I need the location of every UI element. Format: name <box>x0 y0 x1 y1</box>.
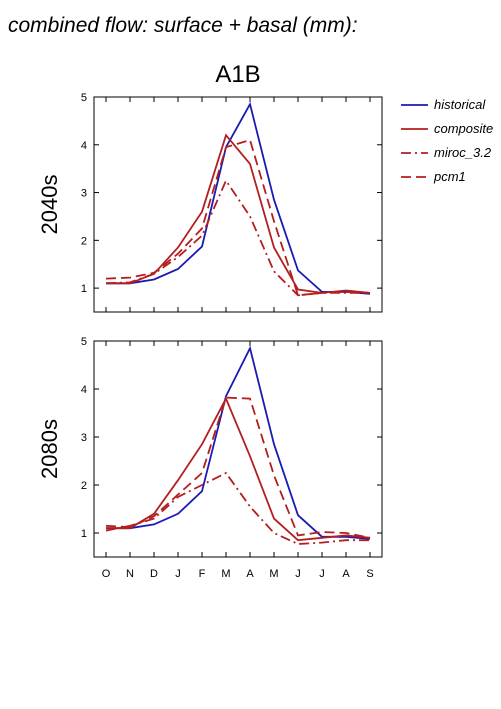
x-tick-label: J <box>295 568 301 580</box>
y-tick-label: 3 <box>81 432 87 444</box>
legend-label: composite <box>434 121 493 136</box>
scenario-title: A1B <box>215 61 260 88</box>
series-line-historical <box>106 345 371 540</box>
plot-frame <box>93 340 383 558</box>
legend: historical composite miroc_3.2 pcm1 <box>401 97 493 184</box>
figure-title: combined flow: surface + basal (mm): <box>8 14 358 37</box>
y-tick-label: 2 <box>81 480 87 492</box>
x-tick-label: M <box>269 568 278 580</box>
panel-2080s: 1 2 3 4 5 O N D J F M A M J J A S 2080s <box>37 336 383 580</box>
series-line-miroc-3-2 <box>105 178 370 297</box>
plot-frame <box>93 96 383 313</box>
y-axis-label: 2080s <box>37 419 62 479</box>
x-tick-label: D <box>150 568 158 580</box>
y-tick-label: 2 <box>81 235 87 247</box>
x-tick-label: A <box>246 568 254 580</box>
series-line-miroc-3-2 <box>105 471 370 545</box>
y-tick-label: 4 <box>81 384 87 396</box>
series-line-composite <box>106 133 371 294</box>
x-tick-label: S <box>366 568 373 580</box>
y-tick-label: 5 <box>81 336 87 348</box>
series-line-pcm1 <box>105 396 371 539</box>
y-tick-label: 1 <box>81 283 87 295</box>
x-tick-label: J <box>319 568 325 580</box>
x-tick-label: N <box>126 568 134 580</box>
y-tick-label: 3 <box>81 188 87 200</box>
legend-label: historical <box>434 97 486 112</box>
y-axis-label: 2040s <box>37 175 62 235</box>
series-line-historical <box>106 101 371 295</box>
panel-2040s: 1 2 3 4 5 2040s <box>37 92 383 313</box>
y-tick-label: 4 <box>81 140 87 152</box>
y-tick-label: 1 <box>81 528 87 540</box>
legend-label: pcm1 <box>433 169 466 184</box>
x-tick-label: A <box>342 568 350 580</box>
x-tick-label: J <box>175 568 181 580</box>
x-tick-label: M <box>221 568 230 580</box>
series-line-composite <box>106 396 371 542</box>
series-line-pcm1 <box>105 138 371 297</box>
x-tick-label: F <box>199 568 206 580</box>
x-tick-label: O <box>102 568 111 580</box>
y-tick-label: 5 <box>81 92 87 104</box>
legend-label: miroc_3.2 <box>434 145 492 160</box>
